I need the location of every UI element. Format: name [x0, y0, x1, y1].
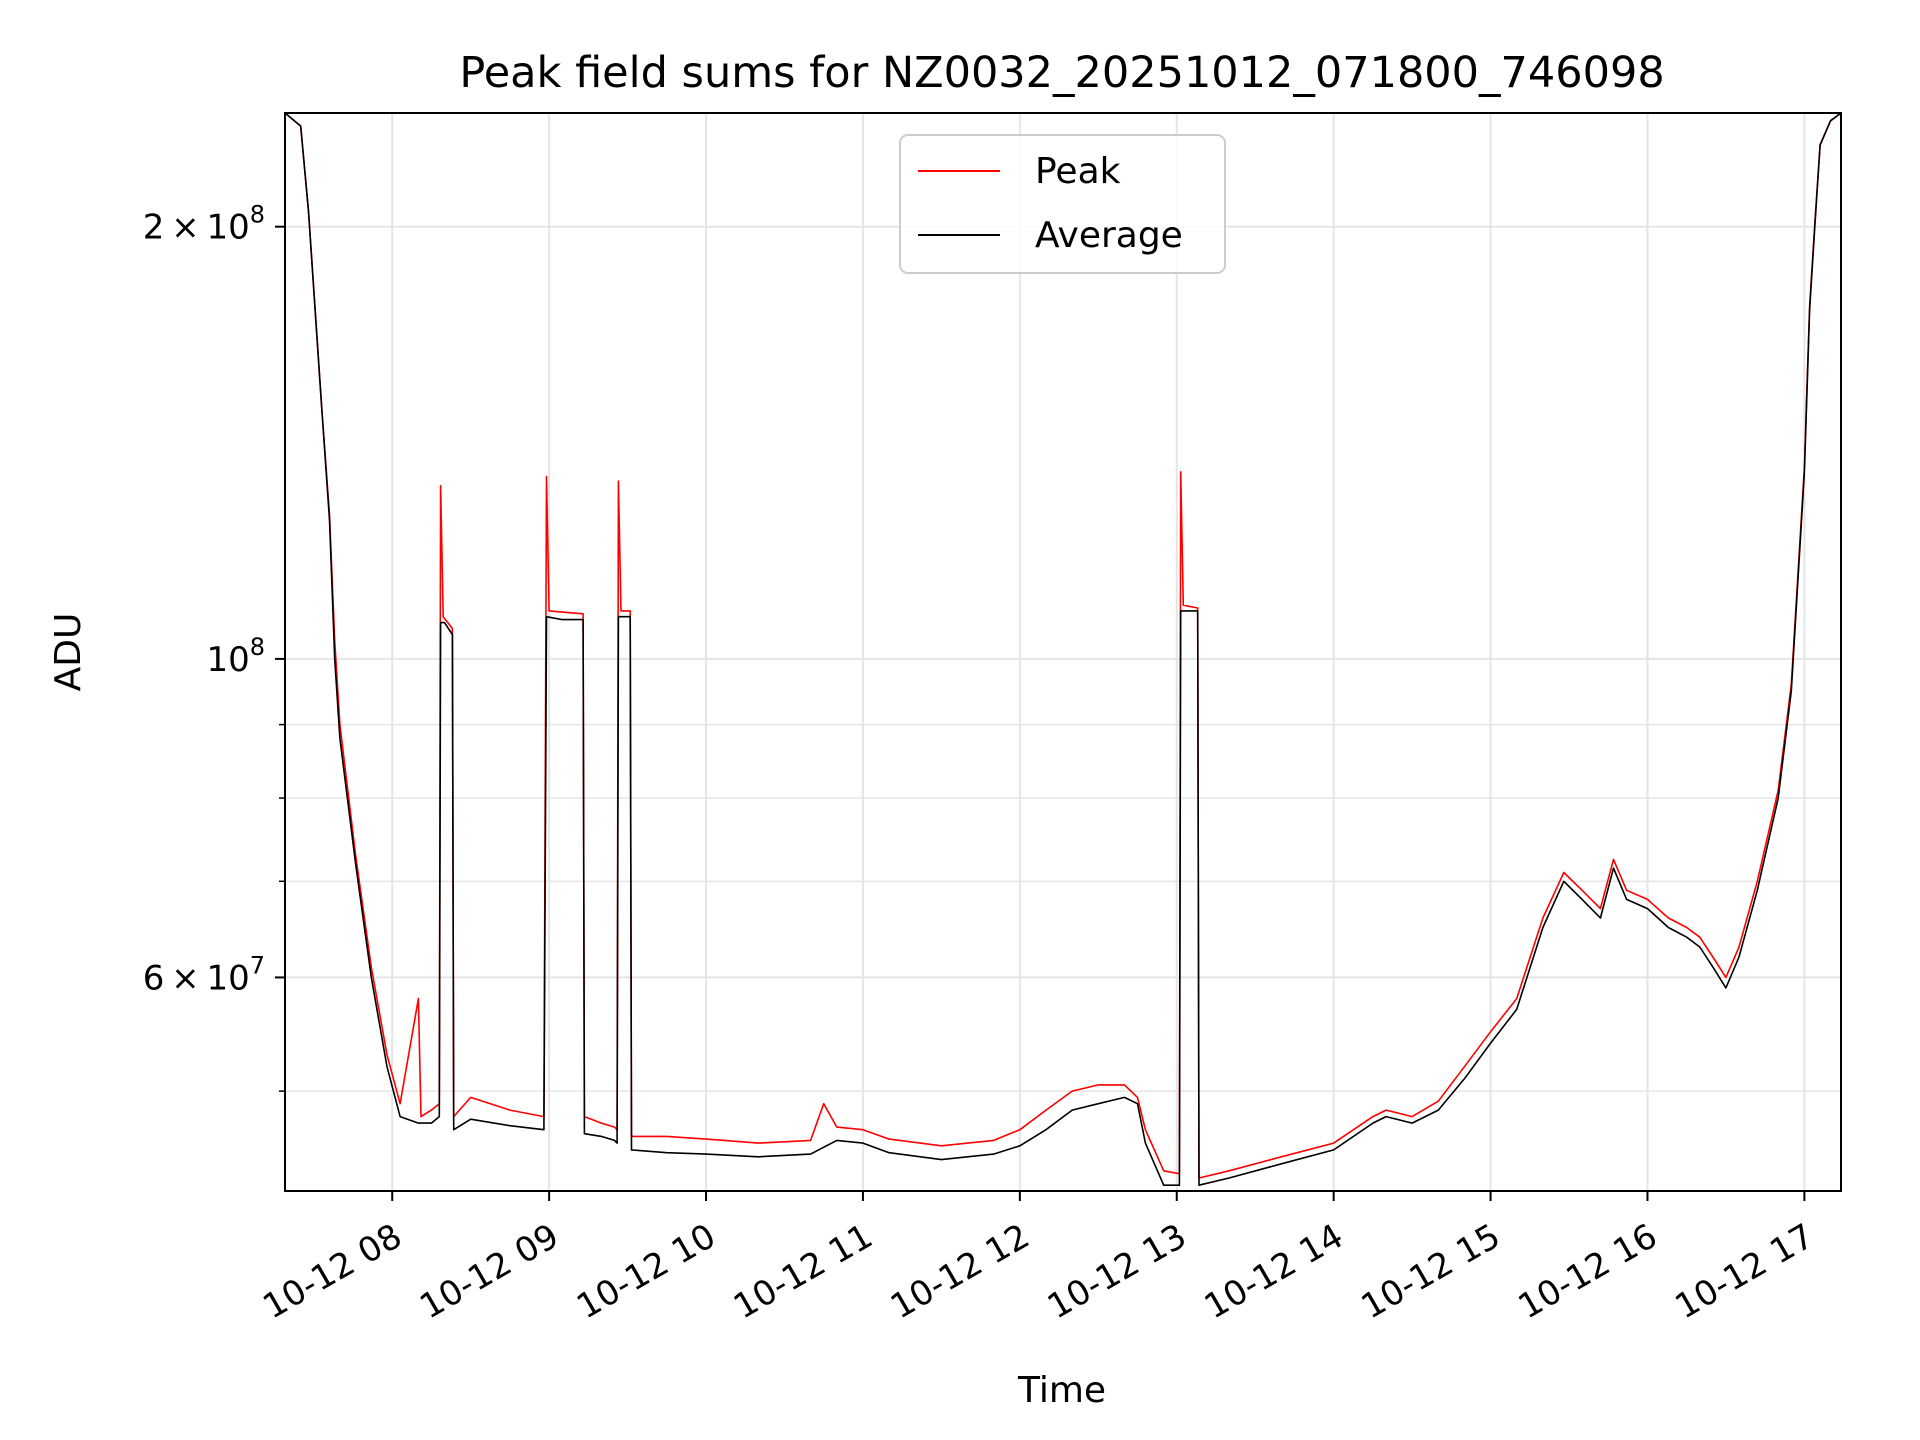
y-tick-label: 2 × 108 — [143, 201, 265, 248]
plot-frame — [284, 112, 1842, 1192]
legend-label-peak: Peak — [1035, 151, 1121, 192]
series-line-average — [285, 113, 1841, 1186]
legend-label-average: Average — [1035, 215, 1183, 256]
legend: Peak Average — [899, 134, 1226, 274]
legend-box — [899, 134, 1226, 274]
grid — [285, 113, 1841, 1191]
y-tick-label: 108 — [206, 633, 265, 680]
chart-title: Peak field sums for NZ0032_20251012_0718… — [459, 48, 1664, 98]
y-tick-label: 6 × 107 — [143, 951, 265, 998]
y-axis-title: ADU — [48, 613, 89, 692]
series-layer — [285, 113, 1841, 1186]
x-axis-title: Time — [1017, 1370, 1106, 1411]
